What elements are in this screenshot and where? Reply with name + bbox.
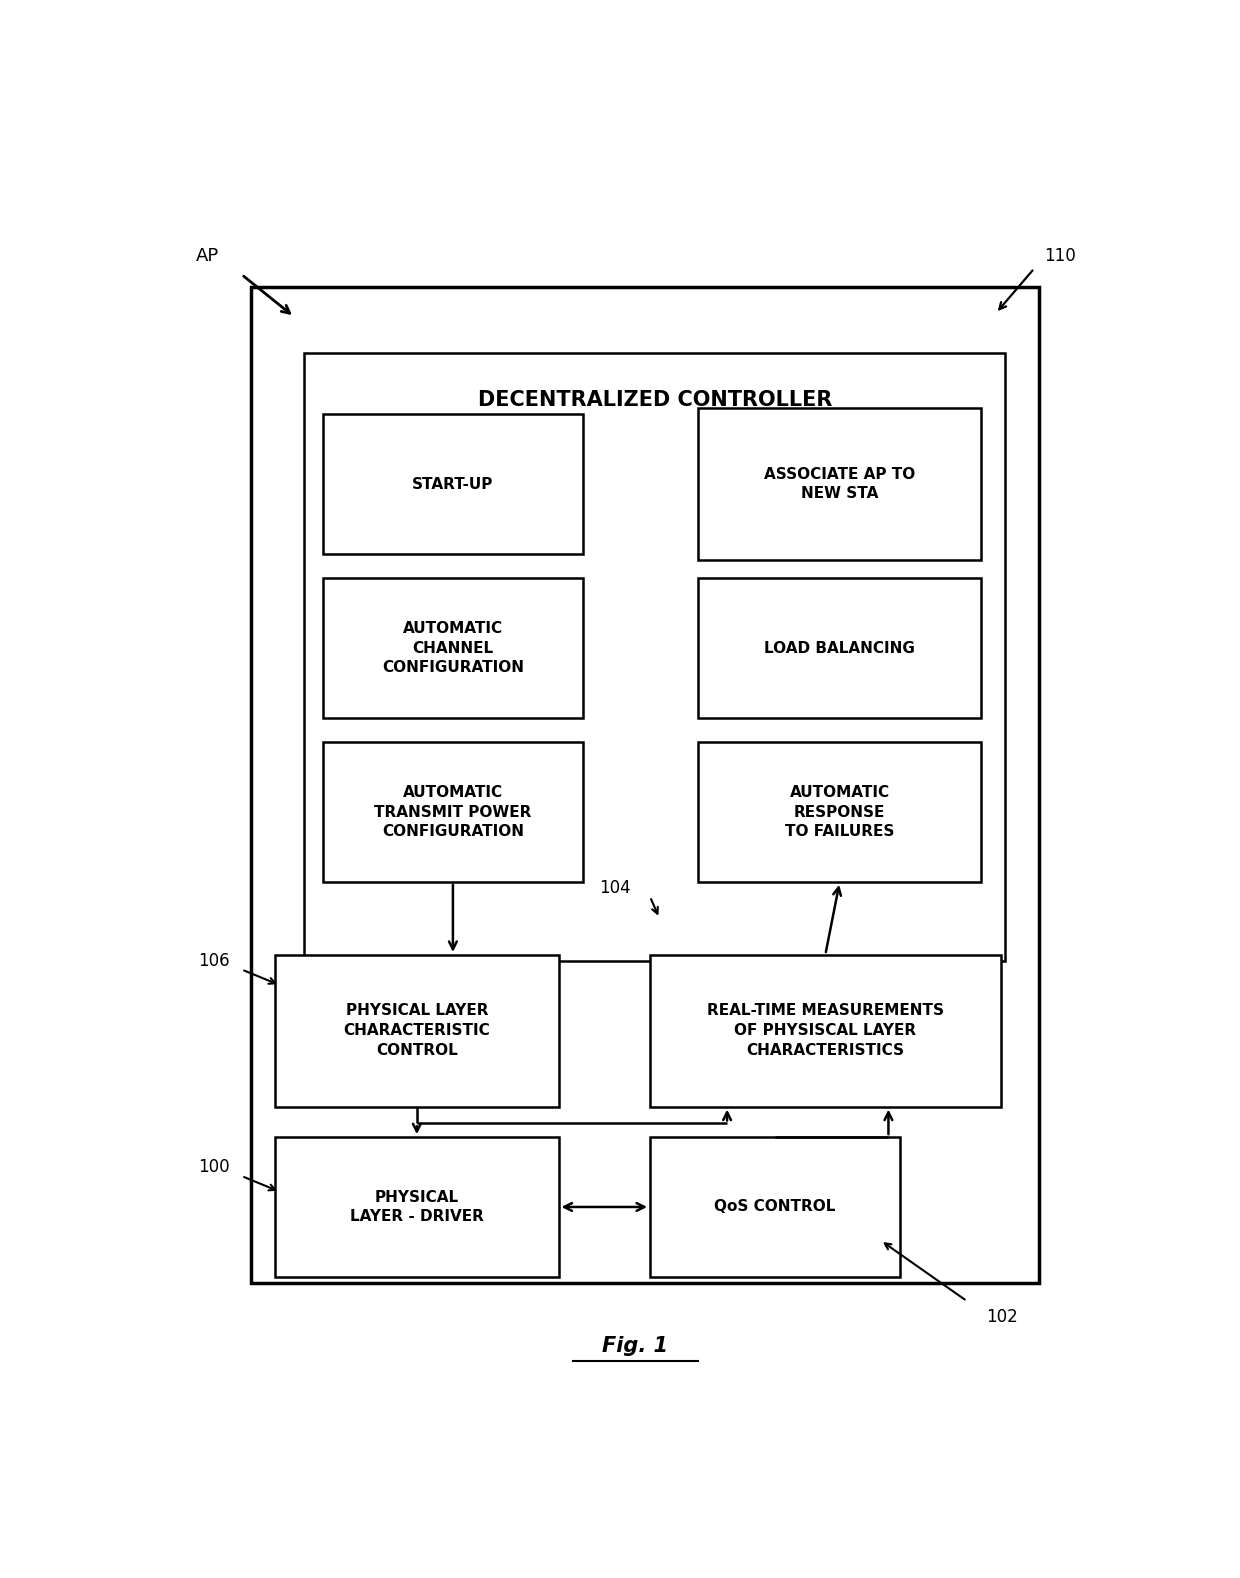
Text: START-UP: START-UP	[412, 477, 494, 491]
Text: 106: 106	[198, 952, 229, 970]
Bar	[324, 742, 583, 882]
Bar	[650, 955, 1001, 1106]
Bar	[698, 578, 981, 718]
Text: Fig. 1: Fig. 1	[603, 1337, 668, 1356]
Text: 104: 104	[599, 879, 631, 896]
Text: AUTOMATIC
CHANNEL
CONFIGURATION: AUTOMATIC CHANNEL CONFIGURATION	[382, 620, 525, 675]
Text: LOAD BALANCING: LOAD BALANCING	[764, 641, 915, 655]
Text: PHYSICAL
LAYER - DRIVER: PHYSICAL LAYER - DRIVER	[350, 1190, 484, 1225]
Text: AUTOMATIC
RESPONSE
TO FAILURES: AUTOMATIC RESPONSE TO FAILURES	[785, 784, 894, 839]
Text: QoS CONTROL: QoS CONTROL	[714, 1199, 836, 1215]
Bar	[650, 1138, 900, 1277]
Text: PHYSICAL LAYER
CHARACTERISTIC
CONTROL: PHYSICAL LAYER CHARACTERISTIC CONTROL	[343, 1004, 490, 1059]
Text: 100: 100	[198, 1158, 229, 1177]
Text: DECENTRALIZED CONTROLLER: DECENTRALIZED CONTROLLER	[477, 390, 832, 410]
Bar	[275, 1138, 558, 1277]
Bar	[324, 413, 583, 554]
Text: ASSOCIATE AP TO
NEW STA: ASSOCIATE AP TO NEW STA	[764, 467, 915, 502]
Text: AUTOMATIC
TRANSMIT POWER
CONFIGURATION: AUTOMATIC TRANSMIT POWER CONFIGURATION	[374, 784, 532, 839]
Bar	[698, 409, 981, 560]
Text: 110: 110	[1044, 248, 1075, 265]
Bar	[275, 955, 558, 1106]
Bar	[304, 353, 1006, 961]
Bar	[698, 742, 981, 882]
Text: REAL-TIME MEASUREMENTS
OF PHYSISCAL LAYER
CHARACTERISTICS: REAL-TIME MEASUREMENTS OF PHYSISCAL LAYE…	[707, 1004, 944, 1059]
Bar	[250, 287, 1039, 1283]
Text: AP: AP	[196, 248, 219, 265]
Bar	[324, 578, 583, 718]
Text: 102: 102	[986, 1308, 1018, 1326]
